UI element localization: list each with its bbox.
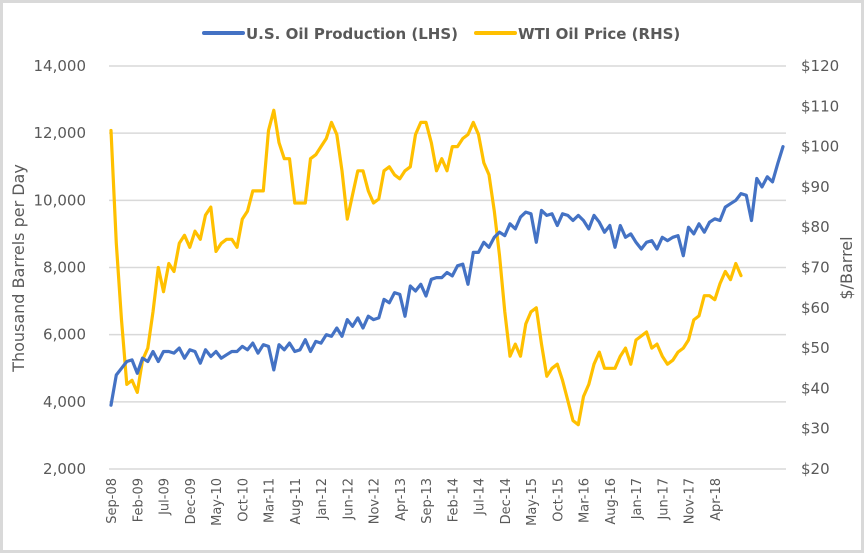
- y2-tick-label: $80: [801, 218, 830, 236]
- x-tick-label: Dec-09: [184, 478, 199, 524]
- legend: U.S. Oil Production (LHS) WTI Oil Price …: [202, 25, 680, 43]
- y-axis-left-ticks: 2,000 4,000 6,000 8,000 10,000 12,000 14,000: [34, 57, 87, 478]
- y2-tick-label: $20: [801, 460, 830, 478]
- x-tick-label: Sep-08: [105, 478, 120, 524]
- y2-tick-label: $70: [801, 259, 830, 277]
- x-tick-label: Apr-18: [709, 478, 724, 521]
- legend-label-production: U.S. Oil Production (LHS): [246, 25, 458, 43]
- y-tick-label: 2,000: [43, 460, 86, 478]
- x-tick-label: Apr-13: [394, 478, 409, 521]
- x-tick-label: Aug-11: [289, 478, 304, 525]
- x-tick-label: Sep-13: [420, 478, 435, 524]
- x-tick-label: May-15: [525, 478, 540, 526]
- x-tick-label: Mar-16: [578, 478, 593, 523]
- x-tick-label: Jun-12: [341, 478, 356, 521]
- y2-tick-label: $30: [801, 420, 830, 438]
- x-tick-label: Jan-12: [315, 478, 330, 520]
- x-tick-label: May-10: [210, 478, 225, 526]
- x-tick-label: Aug-16: [604, 478, 619, 525]
- y2-tick-label: $40: [801, 379, 830, 397]
- x-tick-label: Nov-12: [368, 478, 383, 524]
- y2-tick-label: $90: [801, 178, 830, 196]
- x-tick-label: Jan-17: [630, 478, 645, 520]
- y-axis-left-title: Thousand Barrels per Day: [9, 164, 28, 373]
- x-axis-ticks: Sep-08 Feb-09 Jul-09 Dec-09 May-10 Oct-10 Mar-…: [105, 478, 724, 526]
- y-tick-label: 14,000: [34, 57, 87, 75]
- x-tick-label: Feb-09: [131, 478, 146, 522]
- y-tick-label: 12,000: [34, 124, 87, 142]
- x-tick-label: Mar-11: [263, 478, 278, 523]
- x-tick-label: Oct-15: [551, 478, 566, 522]
- y2-tick-label: $50: [801, 339, 830, 357]
- y-tick-label: 10,000: [34, 191, 87, 209]
- y2-tick-label: $100: [801, 138, 839, 156]
- y-tick-label: 8,000: [43, 259, 86, 277]
- y2-tick-label: $60: [801, 299, 830, 317]
- x-tick-label: Jun-17: [656, 478, 671, 521]
- x-tick-label: Jul-09: [158, 478, 173, 516]
- x-tick-label: Dec-14: [499, 478, 514, 524]
- series-lines: [109, 108, 785, 427]
- gridlines: [109, 65, 786, 470]
- y2-tick-label: $120: [801, 57, 839, 75]
- series-line-us-production: [109, 145, 785, 407]
- y-tick-label: 6,000: [43, 326, 86, 344]
- series-line-wti-price: [109, 108, 743, 427]
- y-axis-right-title: $/Barrel: [837, 236, 856, 299]
- y2-tick-label: $110: [801, 97, 839, 115]
- x-tick-label: Jul-14: [473, 478, 488, 516]
- y-axis-right-ticks: $20 $30 $40 $50 $60 $70 $80 $90 $100 $110 $120: [801, 57, 839, 478]
- x-tick-label: Oct-10: [236, 478, 251, 522]
- x-tick-label: Nov-17: [683, 478, 698, 524]
- y-tick-label: 4,000: [43, 393, 86, 411]
- x-tick-label: Feb-14: [446, 478, 461, 522]
- legend-label-price: WTI Oil Price (RHS): [518, 25, 680, 43]
